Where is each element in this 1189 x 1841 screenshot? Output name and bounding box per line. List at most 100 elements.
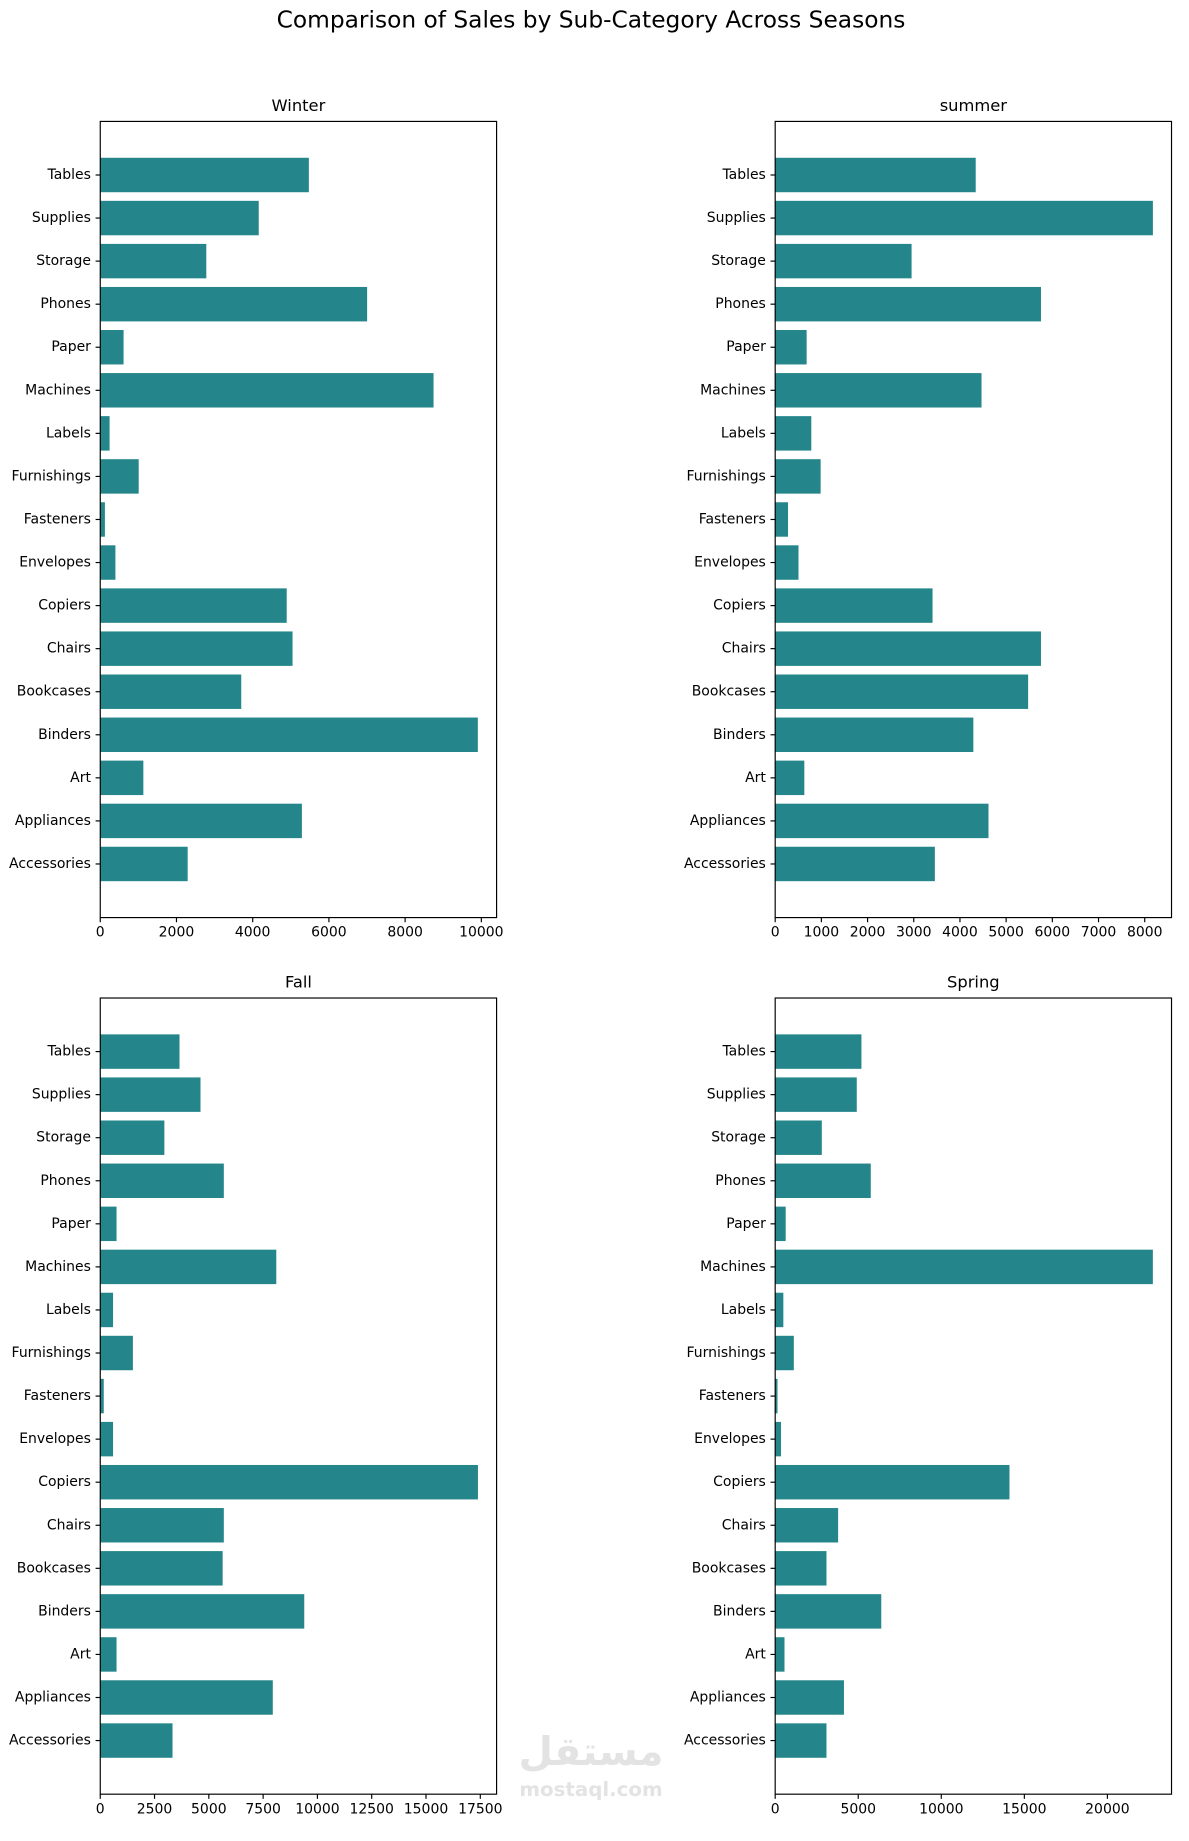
x-tick-label: 7500 [245,1801,281,1817]
bar [100,243,207,279]
x-tick-label: 0 [96,925,105,941]
bar [775,1120,822,1155]
bar [100,1034,180,1069]
bar [100,1120,165,1155]
bar [100,1206,117,1242]
bar [775,1206,786,1242]
y-tick-label: Binders [713,727,766,743]
y-tick-label: Appliances [15,1689,91,1705]
y-tick-label: Binders [38,1603,91,1619]
y-tick-label: Paper [726,1216,766,1232]
x-tick-label: 15000 [404,1801,448,1817]
x-tick-label: 20000 [1085,1801,1129,1817]
y-tick-label: Machines [25,1259,91,1275]
y-tick-label: Art [70,1646,91,1662]
y-tick-label: Furnishings [12,468,91,484]
x-tick-label: 4000 [942,925,978,941]
bar [100,157,309,193]
bar [775,1464,1010,1500]
bar [775,373,982,408]
y-tick-label: Bookcases [692,684,766,700]
watermark-text: mostaql.com [519,1778,662,1801]
figure-title: Comparison of Sales by Sub-Category Acro… [277,7,906,34]
bar [100,1680,273,1715]
y-tick-label: Tables [721,1044,765,1060]
x-tick-label: 10000 [295,1801,339,1817]
y-tick-label: Art [745,1646,766,1662]
x-tick-label: 8000 [387,925,423,941]
bar [100,330,124,365]
bar [775,1680,844,1715]
bar [775,330,807,365]
bar [775,157,976,193]
x-tick-label: 2000 [159,925,195,941]
bar [775,1034,862,1069]
y-tick-label: Paper [51,339,91,355]
bar [100,1163,224,1198]
y-tick-label: Fasteners [24,511,91,527]
bar [775,286,1041,322]
y-tick-label: Bookcases [17,1560,91,1576]
y-tick-label: Appliances [690,813,766,829]
bar [100,1723,173,1758]
y-tick-label: Phones [715,296,766,312]
bar [775,1292,784,1328]
y-tick-label: Supplies [32,210,91,226]
bar [775,1378,778,1414]
bar [775,674,1029,709]
plot-frame [774,120,1173,919]
x-tick-label: 0 [771,1801,780,1817]
bar [775,760,805,796]
y-tick-label: Binders [713,1603,766,1619]
x-tick-label: 6000 [1035,925,1071,941]
bar [775,1249,1153,1285]
y-tick-label: Fasteners [24,1388,91,1404]
bar [775,717,974,753]
subplot-title: summer [940,96,1008,115]
bar [775,1637,785,1672]
bar [775,1163,871,1198]
y-tick-label: Storage [36,1130,91,1146]
y-tick-label: Chairs [722,1517,766,1533]
y-tick-label: Copiers [38,1474,91,1490]
x-tick-label: 5000 [191,1801,227,1817]
y-tick-label: Copiers [38,598,91,614]
bar [100,631,293,666]
bar [100,588,287,623]
y-tick-label: Fasteners [699,511,766,527]
plot-frame [774,997,1173,1795]
y-tick-label: Tables [721,167,765,183]
y-tick-label: Machines [700,1259,766,1275]
y-tick-label: Chairs [47,1517,91,1533]
x-tick-label: 12500 [349,1801,393,1817]
x-tick-label: 2500 [137,1801,173,1817]
bar [775,1335,794,1371]
y-tick-label: Supplies [707,210,766,226]
x-tick-label: 0 [96,1801,105,1817]
subplot-title: Fall [285,972,312,991]
y-tick-label: Phones [40,1173,91,1189]
y-tick-label: Accessories [9,1733,91,1749]
bar [100,1637,117,1672]
y-tick-label: Bookcases [692,1560,766,1576]
watermark-logo: مستقل [519,1729,664,1775]
bar [100,1421,114,1457]
y-tick-label: Storage [36,253,91,269]
bar [100,373,434,408]
bar [100,1508,224,1543]
y-tick-label: Supplies [707,1087,766,1103]
y-tick-label: Accessories [684,856,766,872]
bar [100,459,139,494]
bar [775,459,821,494]
bar [775,1723,827,1758]
bar [775,1594,882,1629]
bar [775,1421,782,1457]
y-tick-label: Tables [47,167,91,183]
bar [100,1077,201,1112]
bar [775,803,989,839]
bar [100,760,144,796]
y-tick-label: Art [70,770,91,786]
bar [100,1292,114,1328]
bar [100,674,242,709]
y-tick-label: Bookcases [17,684,91,700]
